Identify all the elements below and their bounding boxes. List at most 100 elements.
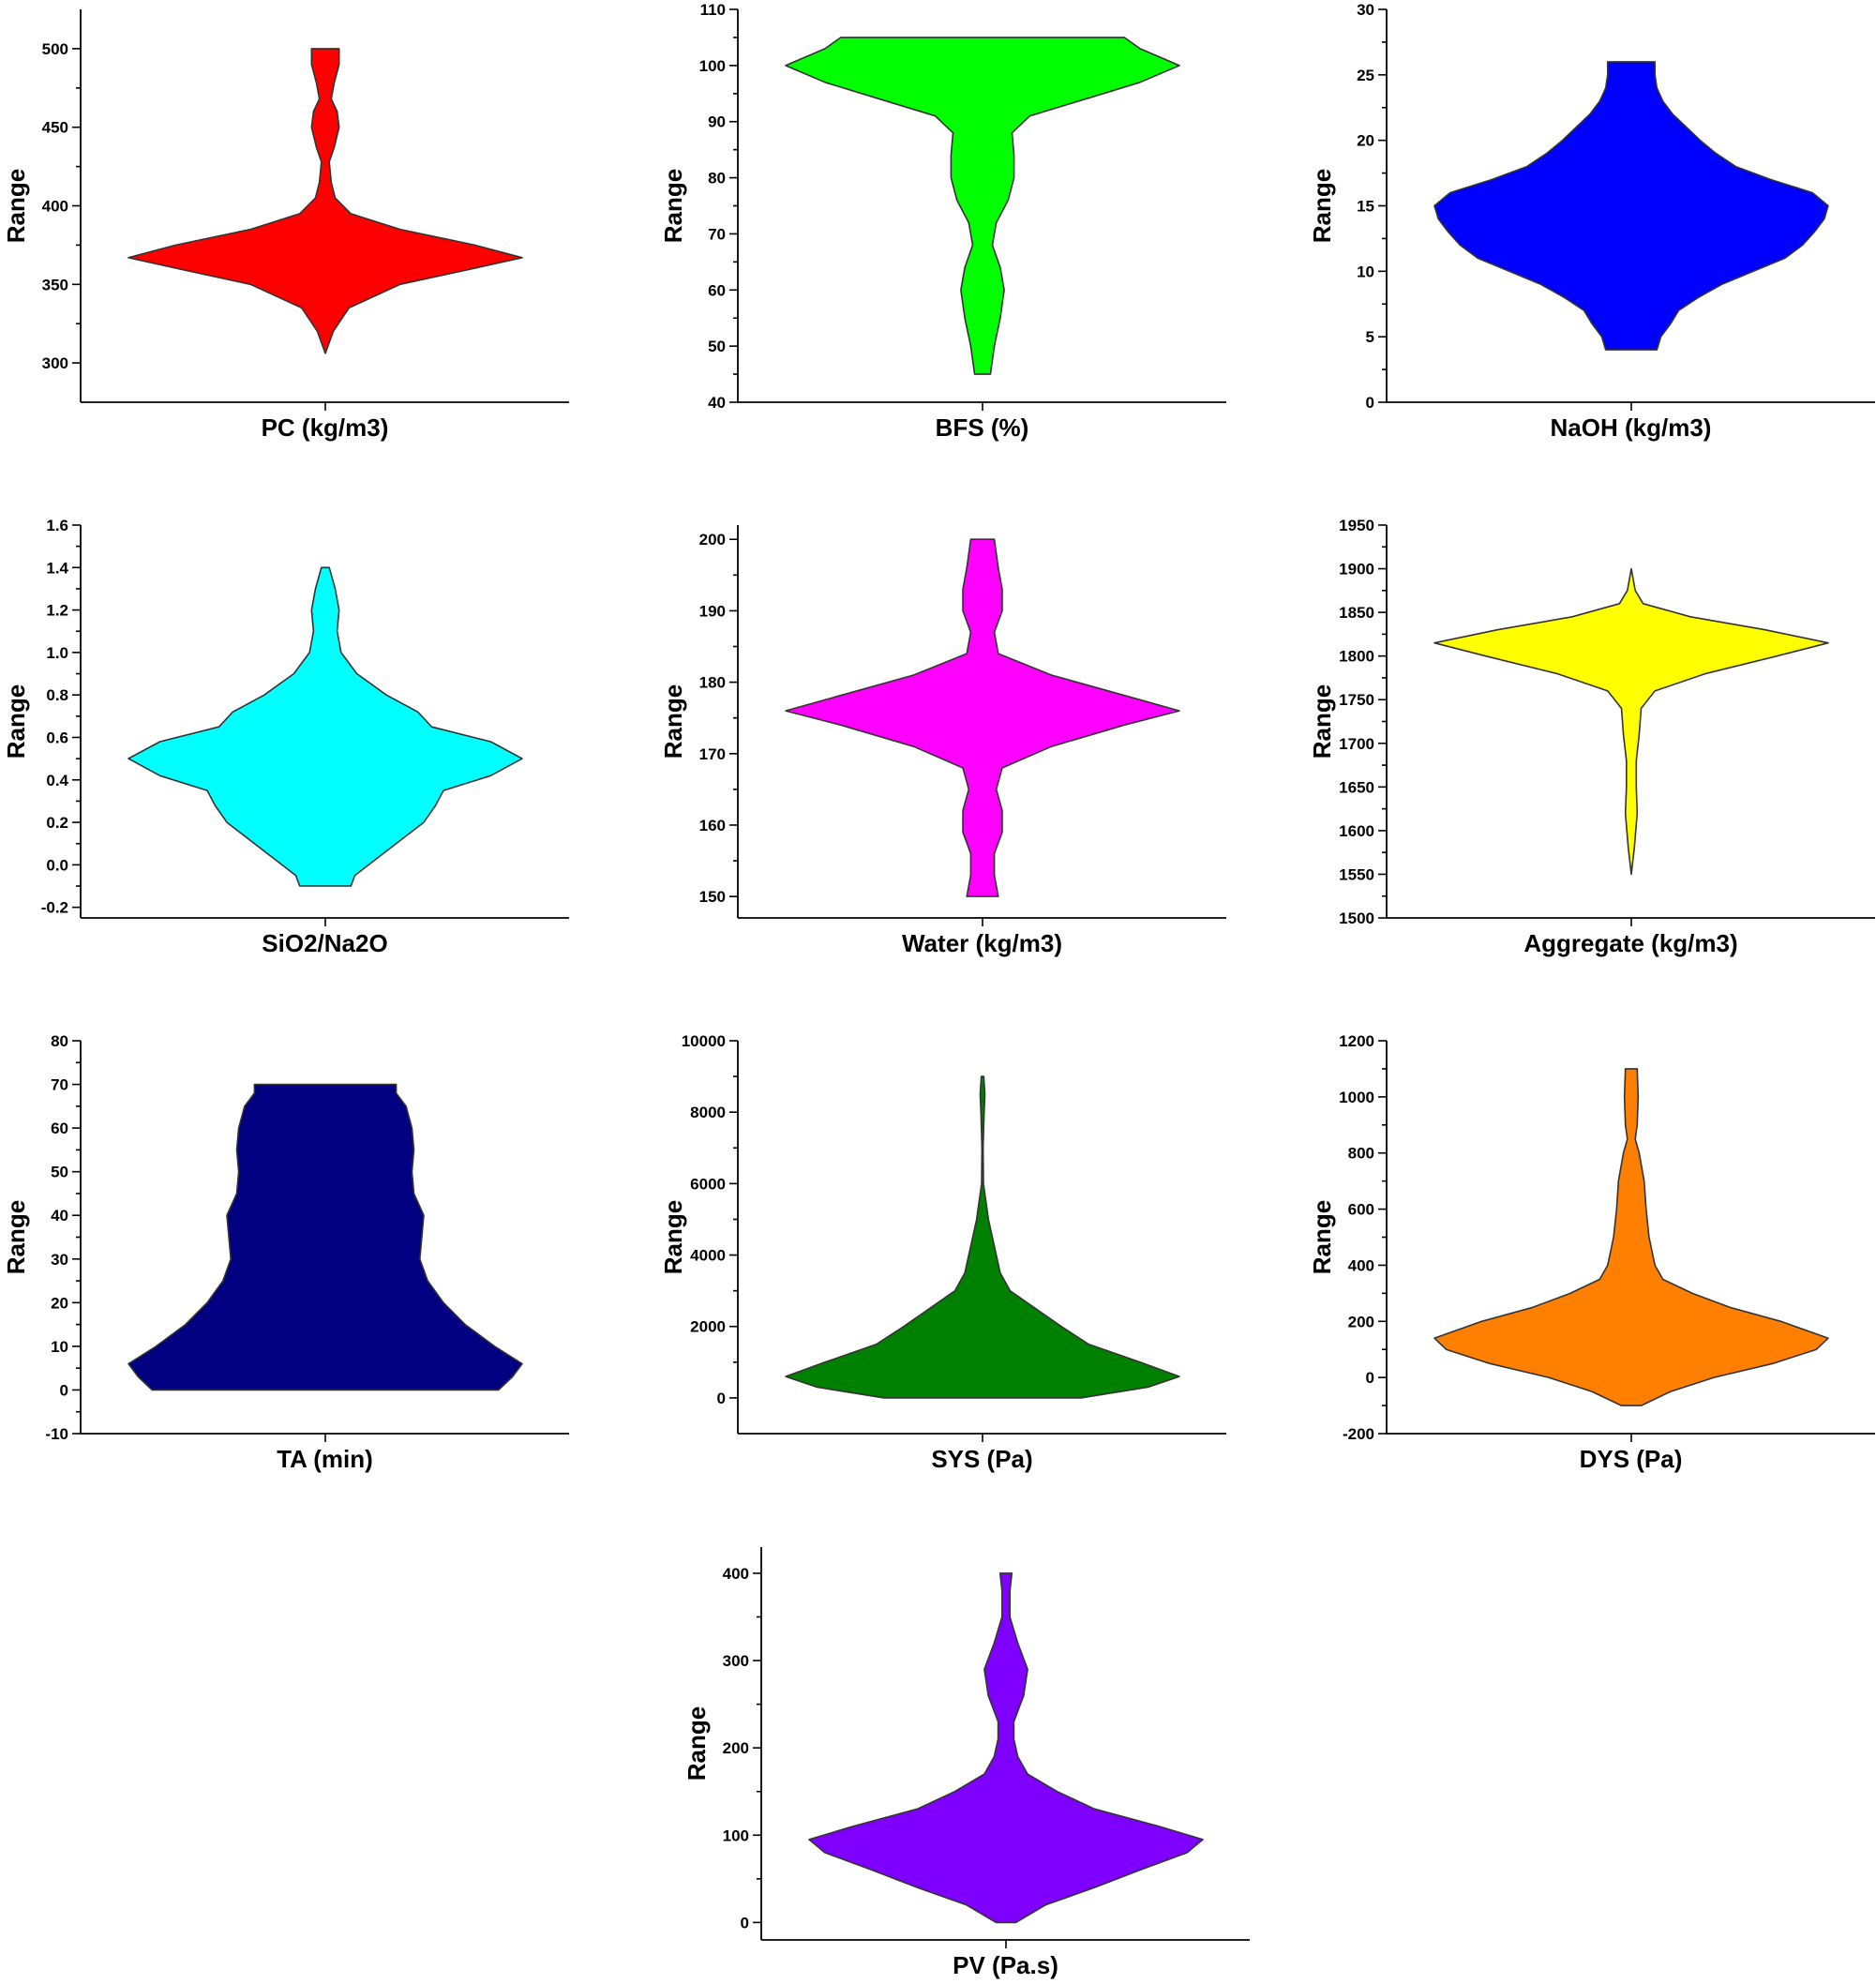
violin-panel-5: 150 160 170 180 190 200 Water (kg/m3) Range bbox=[659, 525, 1226, 957]
y-tick-label: 0.0 bbox=[46, 856, 68, 874]
violin-panel-10: 0 100 200 300 400 PV (Pa.s) Range bbox=[683, 1547, 1250, 1979]
y-tick-label: 400 bbox=[42, 198, 68, 216]
y-tick-label: 1700 bbox=[1339, 735, 1374, 753]
x-axis-title: SiO2/Na2O bbox=[262, 929, 387, 957]
y-tick-label: 1650 bbox=[1339, 778, 1374, 796]
violin-panel-4: -0.2 0.0 0.2 0.4 0.6 0.8 1.0 1.2 1.4 1.6 SiO2/Na2O… bbox=[2, 517, 569, 957]
violin-panel-2: 40 50 60 70 80 90 100 110 BFS (%) Range bbox=[659, 1, 1226, 442]
y-tick-label: 50 bbox=[708, 338, 726, 355]
y-axis-title: Range bbox=[659, 169, 687, 243]
violin-shape bbox=[1433, 567, 1829, 876]
y-tick-label: 70 bbox=[51, 1076, 68, 1094]
y-tick-label: 30 bbox=[51, 1251, 68, 1269]
violin-panel-3: 0 5 10 15 20 25 30 NaOH (kg/m3) Range bbox=[1308, 1, 1875, 442]
violin-shape bbox=[785, 1075, 1180, 1399]
y-axis-title: Range bbox=[2, 169, 30, 243]
y-axis-title: Range bbox=[1308, 684, 1336, 759]
y-tick-label: 1900 bbox=[1339, 561, 1374, 579]
y-tick-label: 110 bbox=[700, 1, 726, 19]
y-tick-label: 0 bbox=[1366, 1369, 1374, 1387]
x-axis-title: SYS (Pa) bbox=[931, 1445, 1032, 1473]
y-tick-label: 2000 bbox=[690, 1318, 726, 1336]
y-tick-label: 400 bbox=[1348, 1256, 1374, 1274]
x-axis-title: Water (kg/m3) bbox=[902, 929, 1062, 957]
y-tick-label: 190 bbox=[699, 602, 726, 620]
y-tick-label: 60 bbox=[708, 281, 726, 299]
violin-shape bbox=[1433, 1068, 1829, 1406]
violin-shape bbox=[1433, 61, 1829, 351]
y-tick-label: 25 bbox=[1357, 67, 1374, 84]
y-tick-label: 60 bbox=[51, 1120, 68, 1137]
y-tick-label: 200 bbox=[1348, 1313, 1374, 1330]
y-tick-label: 0 bbox=[60, 1381, 68, 1399]
y-axis-title: Range bbox=[659, 1200, 687, 1274]
y-tick-label: 300 bbox=[723, 1652, 749, 1670]
y-tick-label: 1.0 bbox=[46, 644, 68, 662]
y-tick-label: 1950 bbox=[1339, 517, 1374, 534]
y-tick-label: 450 bbox=[42, 119, 68, 137]
x-axis-title: TA (min) bbox=[277, 1445, 373, 1473]
y-tick-label: 20 bbox=[1357, 132, 1374, 150]
y-tick-label: 80 bbox=[708, 170, 726, 188]
violin-shape bbox=[128, 566, 523, 887]
violin-shape bbox=[128, 1083, 523, 1391]
y-tick-label: 1.6 bbox=[46, 517, 68, 534]
y-tick-label: 8000 bbox=[690, 1104, 726, 1121]
y-tick-label: 160 bbox=[699, 817, 726, 834]
y-tick-label: 1750 bbox=[1339, 691, 1374, 709]
y-tick-label: 6000 bbox=[690, 1175, 726, 1193]
y-tick-label: 80 bbox=[51, 1032, 68, 1050]
y-tick-label: 10000 bbox=[682, 1032, 726, 1050]
violin-panel-7: -10 0 10 20 30 40 50 60 70 80 TA (min) Range bbox=[2, 1032, 569, 1473]
y-tick-label: 0 bbox=[717, 1390, 726, 1407]
y-tick-label: 100 bbox=[723, 1826, 749, 1844]
y-tick-label: 5 bbox=[1366, 328, 1374, 346]
y-tick-label: 150 bbox=[699, 888, 726, 906]
violin-shape bbox=[785, 538, 1180, 897]
y-axis-title: Range bbox=[659, 684, 687, 759]
x-axis-title: PC (kg/m3) bbox=[262, 413, 389, 442]
y-tick-label: 1550 bbox=[1339, 865, 1374, 883]
x-axis-title: PV (Pa.s) bbox=[953, 1951, 1058, 1979]
y-tick-label: 1.2 bbox=[46, 602, 68, 620]
y-axis-title: Range bbox=[2, 1200, 30, 1274]
y-tick-label: 300 bbox=[42, 354, 68, 372]
y-tick-label: 1500 bbox=[1339, 909, 1374, 927]
y-tick-label: 100 bbox=[699, 57, 726, 75]
y-tick-label: -200 bbox=[1343, 1425, 1374, 1443]
y-tick-label: 200 bbox=[723, 1739, 749, 1757]
violin-panel-9: -200 0 200 400 600 800 1000 1200 DYS (Pa) Range bbox=[1308, 1032, 1875, 1473]
y-tick-label: 50 bbox=[51, 1164, 68, 1181]
y-tick-label: 400 bbox=[723, 1565, 749, 1583]
y-axis-title: Range bbox=[1308, 169, 1336, 243]
y-tick-label: 1000 bbox=[1339, 1089, 1374, 1106]
x-axis-title: DYS (Pa) bbox=[1580, 1445, 1683, 1473]
y-tick-label: 200 bbox=[699, 531, 726, 549]
y-tick-label: 40 bbox=[708, 394, 726, 412]
y-tick-label: -0.2 bbox=[41, 899, 68, 917]
violin-panel-8: 0 2000 4000 6000 8000 10000 SYS (Pa) Range bbox=[659, 1032, 1226, 1473]
y-tick-label: 0.4 bbox=[46, 772, 68, 789]
violin-panel-6: 1500 1550 1600 1650 1700 1750 1800 1850 1900 1950… bbox=[1308, 517, 1875, 957]
y-tick-label: 10 bbox=[1357, 263, 1374, 280]
y-tick-label: 40 bbox=[51, 1207, 68, 1225]
y-tick-label: 350 bbox=[42, 276, 68, 293]
y-tick-label: 0 bbox=[1366, 394, 1374, 412]
y-tick-label: 500 bbox=[42, 40, 68, 58]
y-tick-label: -10 bbox=[45, 1425, 68, 1443]
y-tick-label: 170 bbox=[699, 745, 726, 763]
y-tick-label: 180 bbox=[699, 674, 726, 692]
y-tick-label: 90 bbox=[708, 113, 726, 131]
y-tick-label: 1600 bbox=[1339, 822, 1374, 840]
y-tick-label: 30 bbox=[1357, 1, 1374, 19]
violin-shape bbox=[128, 48, 523, 354]
y-tick-label: 600 bbox=[1348, 1201, 1374, 1219]
y-tick-label: 20 bbox=[51, 1294, 68, 1312]
y-tick-label: 0.8 bbox=[46, 686, 68, 704]
y-tick-label: 1800 bbox=[1339, 648, 1374, 666]
y-tick-label: 70 bbox=[708, 225, 726, 243]
x-axis-title: NaOH (kg/m3) bbox=[1551, 413, 1712, 442]
y-tick-label: 15 bbox=[1357, 198, 1374, 216]
y-tick-label: 0 bbox=[741, 1914, 749, 1931]
